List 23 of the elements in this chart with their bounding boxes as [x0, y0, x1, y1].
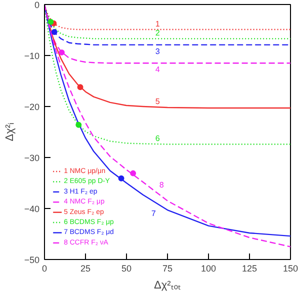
x-tick-label: 75: [162, 264, 173, 274]
annotation: 4: [155, 65, 160, 74]
y-axis-title: Δχ²ᵢ: [4, 122, 16, 142]
x-tick-label: 150: [282, 264, 298, 274]
x-tick-label: 0: [42, 264, 48, 274]
y-tick-label: −50: [24, 255, 40, 265]
annotation: 2: [155, 28, 160, 38]
x-axis-title: Δχ²ₜₒₜ: [154, 280, 181, 292]
y-tick-label: −40: [24, 204, 40, 214]
x-tick-label: 125: [242, 264, 258, 274]
x-tick-label: 50: [121, 264, 132, 274]
annotation: 6: [155, 134, 160, 144]
x-tick-label: 25: [80, 264, 91, 274]
annotation: 7: [151, 208, 156, 218]
annotation: 3: [155, 46, 160, 56]
y-tick-label: −20: [24, 102, 40, 112]
annotation: 8: [159, 180, 164, 190]
y-tick-label: 0: [34, 0, 40, 10]
y-tick-label: −30: [24, 153, 40, 163]
y-tick-label: −10: [24, 51, 40, 61]
x-tick-label: 100: [200, 264, 216, 274]
annotation: 5: [155, 97, 160, 106]
annotation: 1: [155, 19, 160, 28]
